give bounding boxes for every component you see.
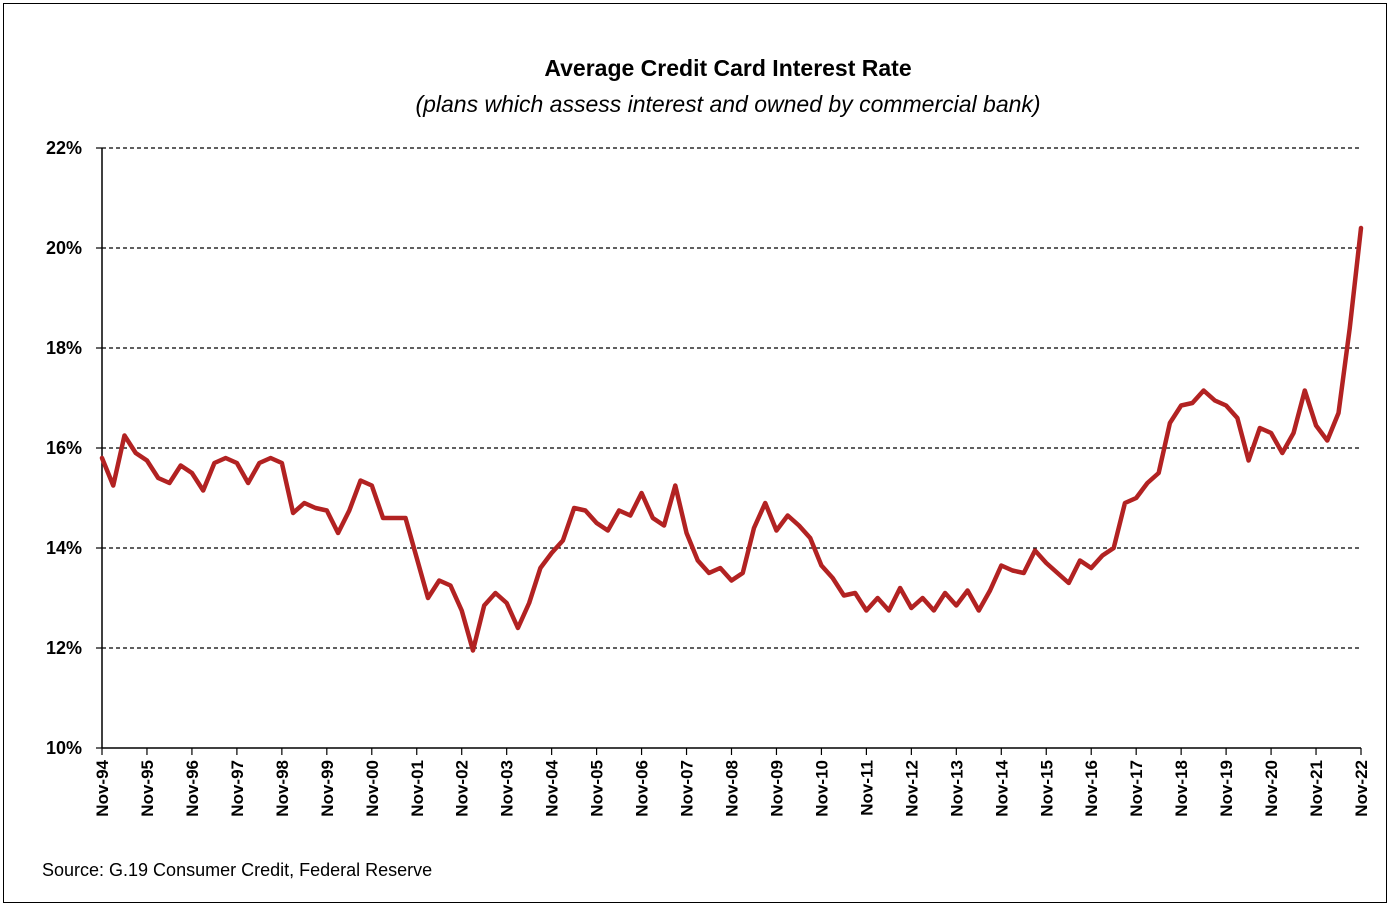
x-axis-ticks: Nov-94 Nov-95 Nov-96 Nov-97 Nov-98 Nov-99 Nov-… [93,748,1371,817]
x-tick-label: Nov-97 [228,760,247,817]
y-tick-label: 16% [46,438,82,458]
axes [101,148,1361,749]
x-tick-label: Nov-08 [723,760,742,817]
x-tick-label: Nov-01 [408,760,427,817]
x-tick-label: Nov-19 [1217,760,1236,817]
x-tick-label: Nov-95 [138,760,157,817]
y-tick-label: 20% [46,238,82,258]
x-tick-label: Nov-03 [498,760,517,817]
x-tick-label: Nov-15 [1037,760,1056,817]
series-line [99,225,1364,653]
x-tick-label: Nov-02 [453,760,472,817]
x-tick-label: Nov-06 [633,760,652,817]
y-tick-label: 12% [46,638,82,658]
x-tick-label: Nov-11 [857,760,876,816]
x-tick-label: Nov-99 [318,760,337,817]
x-tick-label: Nov-16 [1082,760,1101,817]
x-tick-label: Nov-07 [678,760,697,817]
x-tick-label: Nov-12 [902,760,921,817]
source-note: Source: G.19 Consumer Credit, Federal Re… [42,860,432,880]
chart-subtitle: (plans which assess interest and owned b… [415,91,1040,117]
x-tick-label: Nov-00 [363,760,382,817]
x-tick-label: Nov-21 [1307,760,1326,817]
x-tick-label: Nov-05 [588,760,607,817]
x-tick-label: Nov-10 [812,760,831,817]
x-tick-label: Nov-09 [767,760,786,817]
x-tick-label: Nov-96 [183,760,202,817]
y-tick-label: 14% [46,538,82,558]
y-tick-label: 22% [46,138,82,158]
chart-svg: Average Credit Card Interest Rate (plans… [42,55,1371,880]
x-tick-label: Nov-22 [1352,760,1371,817]
x-tick-label: Nov-13 [947,760,966,817]
x-tick-label: Nov-14 [992,759,1011,816]
chart-frame: Average Credit Card Interest Rate (plans… [3,3,1387,903]
x-tick-label: Nov-20 [1262,760,1281,817]
x-tick-label: Nov-94 [93,759,112,816]
chart-title: Average Credit Card Interest Rate [544,55,911,81]
gridlines [102,147,1361,649]
x-tick-label: Nov-18 [1172,760,1191,817]
x-tick-label: Nov-04 [543,759,562,816]
y-tick-label: 18% [46,338,82,358]
y-tick-label: 10% [46,738,82,758]
x-tick-label: Nov-17 [1127,760,1146,817]
y-axis-ticks: 10% 12% 14% 16% 18% 20% 22% [46,138,102,758]
x-tick-label: Nov-98 [273,760,292,817]
